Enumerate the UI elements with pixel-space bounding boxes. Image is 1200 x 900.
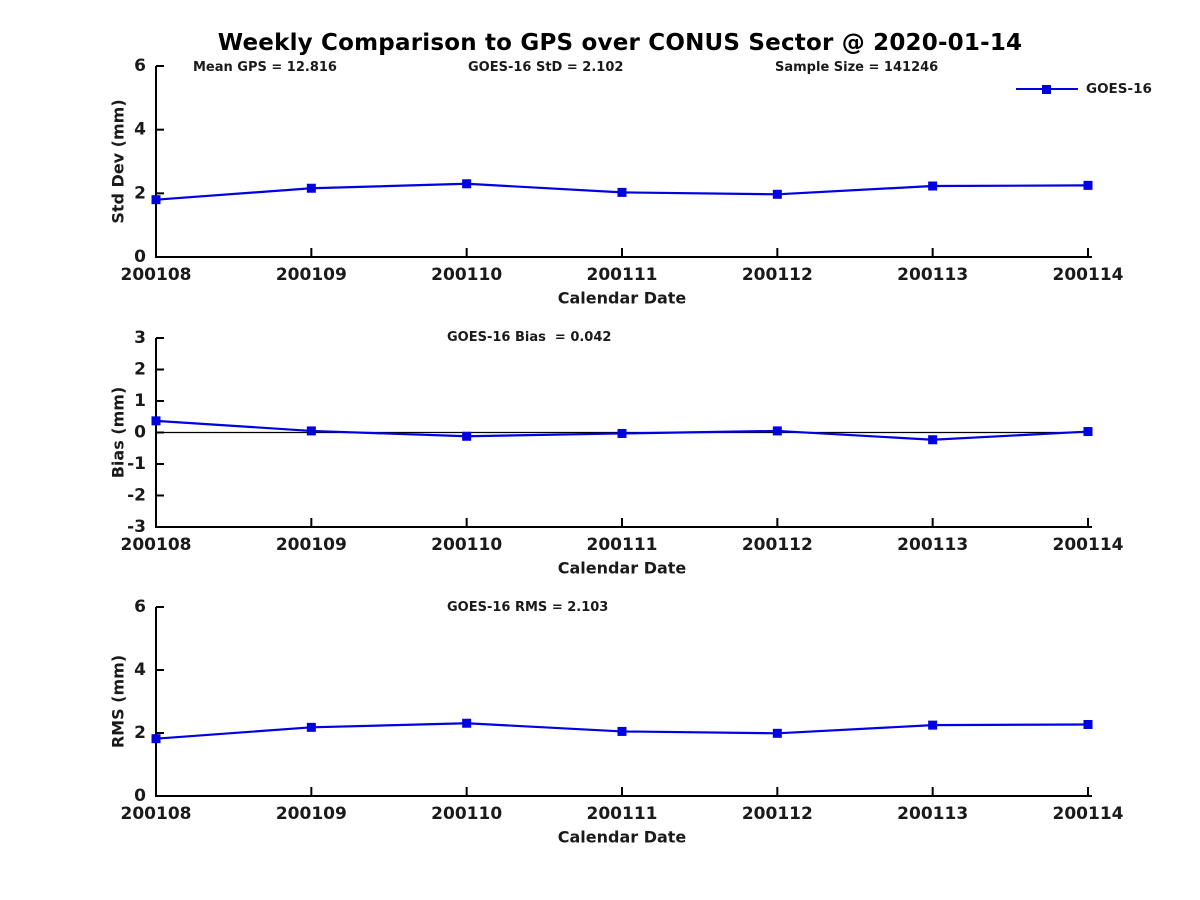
data-point-marker [1083, 719, 1093, 729]
data-point-marker [928, 181, 938, 191]
series-goes-16 [151, 416, 1093, 445]
figure-title: Weekly Comparison to GPS over CONUS Sect… [217, 30, 1023, 56]
svg-text:2: 2 [134, 723, 146, 743]
data-point-marker [1083, 427, 1093, 437]
bias-annotation: GOES-16 Bias = 0.042 [447, 330, 612, 345]
bias-panel: -3 -2 -1 0 1 2 3 200108 200109 200110 200111 200112… [109, 328, 1124, 578]
data-point-marker [617, 187, 627, 197]
data-point-marker [306, 426, 316, 436]
data-point-marker [462, 179, 472, 189]
svg-text:-2: -2 [127, 486, 146, 506]
svg-text:RMS (mm): RMS (mm) [109, 655, 128, 748]
svg-text:200112: 200112 [742, 265, 813, 285]
data-point-marker [928, 720, 938, 730]
svg-text:Bias (mm): Bias (mm) [109, 387, 128, 479]
stat-mean-gps: Mean GPS = 12.816 [193, 60, 337, 75]
svg-text:Calendar Date: Calendar Date [558, 289, 687, 308]
legend-line-sample [1016, 84, 1078, 94]
svg-text:200112: 200112 [742, 535, 813, 555]
svg-text:200109: 200109 [276, 535, 347, 555]
svg-text:200114: 200114 [1053, 804, 1124, 824]
svg-text:0: 0 [134, 786, 146, 806]
svg-text:1: 1 [134, 391, 146, 411]
data-point-marker [772, 728, 782, 738]
data-point-marker [772, 189, 782, 199]
svg-text:Calendar Date: Calendar Date [558, 559, 687, 578]
svg-text:200108: 200108 [121, 265, 192, 285]
svg-text:2: 2 [134, 183, 146, 203]
rms-annotation: GOES-16 RMS = 2.103 [447, 600, 609, 615]
series-goes-16 [151, 718, 1093, 744]
stat-sample-size: Sample Size = 141246 [775, 60, 939, 75]
svg-text:6: 6 [134, 56, 146, 76]
rms-panel: 0 2 4 6 200108 200109 200110 200111 200112 200113… [109, 597, 1124, 847]
data-point-marker [928, 435, 938, 445]
legend: GOES-16 [1016, 80, 1196, 98]
svg-text:200108: 200108 [121, 804, 192, 824]
svg-text:200108: 200108 [121, 535, 192, 555]
svg-text:200113: 200113 [897, 265, 968, 285]
data-point-marker [617, 428, 627, 438]
std-dev-panel: 0 2 4 6 200108 200109 200110 200111 200112 200113… [109, 56, 1124, 308]
svg-text:200111: 200111 [587, 804, 658, 824]
svg-text:-3: -3 [127, 517, 146, 537]
data-point-marker [151, 195, 161, 205]
axes: 0 2 4 6 200108 200109 200110 200111 200112 200113… [121, 597, 1124, 824]
svg-text:200113: 200113 [897, 804, 968, 824]
svg-text:-1: -1 [127, 454, 146, 474]
legend-marker-icon [1042, 84, 1051, 94]
data-point-marker [462, 431, 472, 441]
svg-text:200109: 200109 [276, 265, 347, 285]
axes: 0 2 4 6 200108 200109 200110 200111 200112 200113… [121, 56, 1124, 285]
axes: -3 -2 -1 0 1 2 3 200108 200109 200110 200111 200112… [121, 328, 1124, 555]
svg-text:6: 6 [134, 597, 146, 617]
svg-text:200112: 200112 [742, 804, 813, 824]
data-point-marker [151, 416, 161, 426]
svg-text:4: 4 [134, 660, 146, 680]
svg-text:200110: 200110 [431, 265, 502, 285]
svg-text:3: 3 [134, 328, 146, 348]
svg-text:Std Dev (mm): Std Dev (mm) [109, 99, 128, 223]
series-goes-16 [151, 179, 1093, 205]
svg-text:200113: 200113 [897, 535, 968, 555]
stat-goes-std: GOES-16 StD = 2.102 [468, 60, 624, 75]
data-point-marker [772, 426, 782, 436]
data-point-marker [617, 726, 627, 736]
svg-text:200114: 200114 [1053, 265, 1124, 285]
svg-text:0: 0 [134, 247, 146, 267]
legend-label: GOES-16 [1086, 81, 1152, 97]
svg-text:200111: 200111 [587, 535, 658, 555]
data-point-marker [462, 718, 472, 728]
svg-text:200114: 200114 [1053, 535, 1124, 555]
svg-text:Calendar Date: Calendar Date [558, 828, 687, 847]
data-point-marker [1083, 180, 1093, 190]
data-point-marker [151, 734, 161, 744]
data-point-marker [306, 183, 316, 193]
data-point-marker [306, 722, 316, 732]
svg-text:2: 2 [134, 360, 146, 380]
svg-text:200110: 200110 [431, 804, 502, 824]
svg-text:4: 4 [134, 120, 146, 140]
svg-text:0: 0 [134, 423, 146, 443]
svg-text:200109: 200109 [276, 804, 347, 824]
svg-text:200110: 200110 [431, 535, 502, 555]
svg-text:200111: 200111 [587, 265, 658, 285]
